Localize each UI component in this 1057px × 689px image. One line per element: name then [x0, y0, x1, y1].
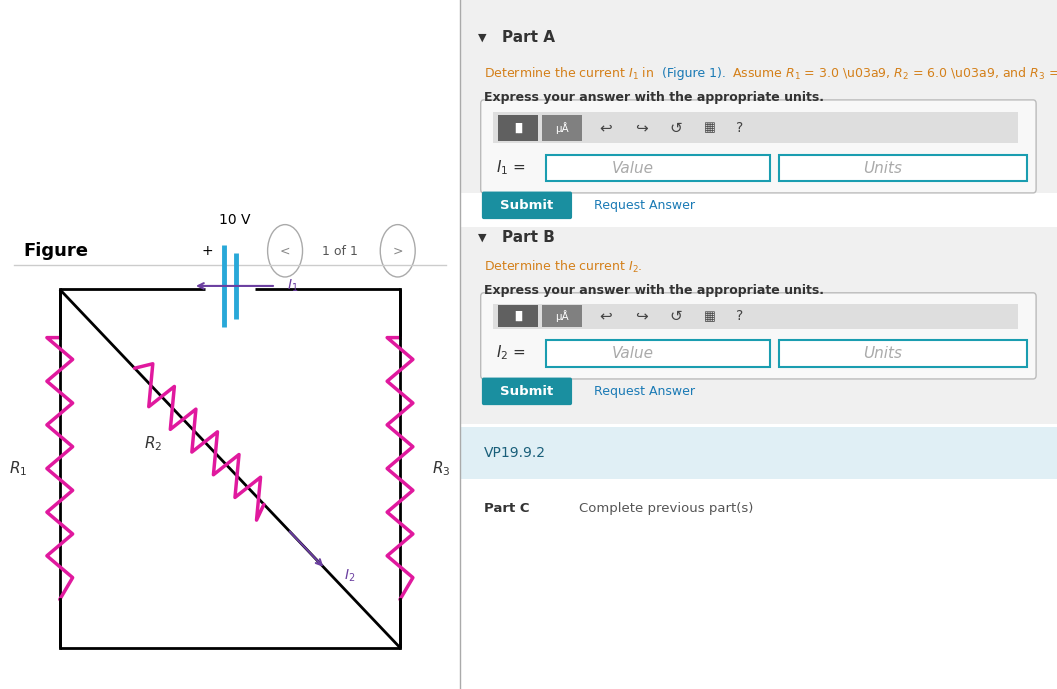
Text: Part A: Part A [502, 30, 555, 45]
Text: ▼: ▼ [478, 233, 486, 243]
FancyBboxPatch shape [546, 340, 771, 367]
FancyBboxPatch shape [779, 155, 1027, 181]
Text: (Figure 1).: (Figure 1). [662, 68, 725, 80]
Text: ↺: ↺ [669, 121, 683, 136]
FancyBboxPatch shape [481, 100, 1036, 193]
FancyBboxPatch shape [779, 340, 1027, 367]
Text: ▐▌: ▐▌ [511, 123, 525, 133]
Text: Assume $R_1$ = 3.0 \u03a9, $R_2$ = 6.0 \u03a9, and $R_3$ = 3.0 \u03a9.: Assume $R_1$ = 3.0 \u03a9, $R_2$ = 6.0 \… [731, 65, 1057, 82]
Text: Express your answer with the appropriate units.: Express your answer with the appropriate… [484, 285, 823, 297]
Text: ↪: ↪ [635, 121, 648, 136]
Text: ▦: ▦ [704, 310, 716, 322]
FancyBboxPatch shape [482, 192, 572, 219]
Text: ▼: ▼ [478, 33, 486, 43]
FancyBboxPatch shape [498, 305, 538, 327]
FancyBboxPatch shape [460, 227, 1057, 424]
Text: Complete previous part(s): Complete previous part(s) [579, 502, 754, 515]
Text: $I_2$ =: $I_2$ = [496, 343, 525, 362]
Text: >: > [392, 245, 403, 257]
Text: ?: ? [736, 309, 743, 323]
Text: $I_2$: $I_2$ [344, 568, 355, 584]
Text: $I_1$ =: $I_1$ = [496, 158, 525, 177]
Text: Determine the current $I_1$ in: Determine the current $I_1$ in [484, 65, 655, 82]
Text: Part C: Part C [484, 502, 530, 515]
Text: $R_3$: $R_3$ [432, 459, 450, 478]
Text: 1 of 1: 1 of 1 [321, 245, 357, 258]
Text: Value: Value [612, 161, 654, 176]
Text: Submit: Submit [500, 199, 553, 212]
FancyBboxPatch shape [493, 304, 1018, 329]
Text: $I_1$: $I_1$ [288, 278, 299, 294]
Text: <: < [280, 245, 291, 257]
FancyBboxPatch shape [498, 115, 538, 141]
Text: +: + [201, 245, 212, 258]
Text: Determine the current $I_2$.: Determine the current $I_2$. [484, 259, 643, 276]
Text: ?: ? [736, 121, 743, 135]
FancyBboxPatch shape [460, 427, 1057, 479]
Text: 10 V: 10 V [219, 214, 251, 227]
Text: Value: Value [612, 346, 654, 361]
FancyBboxPatch shape [546, 155, 771, 181]
Text: ↪: ↪ [635, 309, 648, 324]
FancyBboxPatch shape [482, 378, 572, 405]
Text: Express your answer with the appropriate units.: Express your answer with the appropriate… [484, 92, 823, 104]
FancyBboxPatch shape [481, 293, 1036, 379]
Text: $R_2$: $R_2$ [144, 434, 163, 453]
Text: ↺: ↺ [669, 309, 683, 324]
Text: Request Answer: Request Answer [594, 385, 696, 398]
Text: Figure: Figure [23, 243, 88, 260]
Text: Units: Units [863, 161, 902, 176]
Text: ▦: ▦ [704, 122, 716, 134]
Text: ▐▌: ▐▌ [511, 311, 525, 321]
FancyBboxPatch shape [493, 112, 1018, 143]
Text: μÅ: μÅ [555, 310, 569, 322]
Text: Part B: Part B [502, 230, 555, 245]
Text: VP19.9.2: VP19.9.2 [484, 446, 545, 460]
Text: μÅ: μÅ [555, 122, 569, 134]
Text: ↩: ↩ [599, 309, 612, 324]
Text: $R_1$: $R_1$ [10, 459, 27, 478]
FancyBboxPatch shape [541, 305, 581, 327]
FancyBboxPatch shape [541, 115, 581, 141]
FancyBboxPatch shape [460, 0, 1057, 193]
Text: ↩: ↩ [599, 121, 612, 136]
Text: Submit: Submit [500, 385, 553, 398]
Text: Request Answer: Request Answer [594, 199, 696, 212]
Text: Units: Units [863, 346, 902, 361]
